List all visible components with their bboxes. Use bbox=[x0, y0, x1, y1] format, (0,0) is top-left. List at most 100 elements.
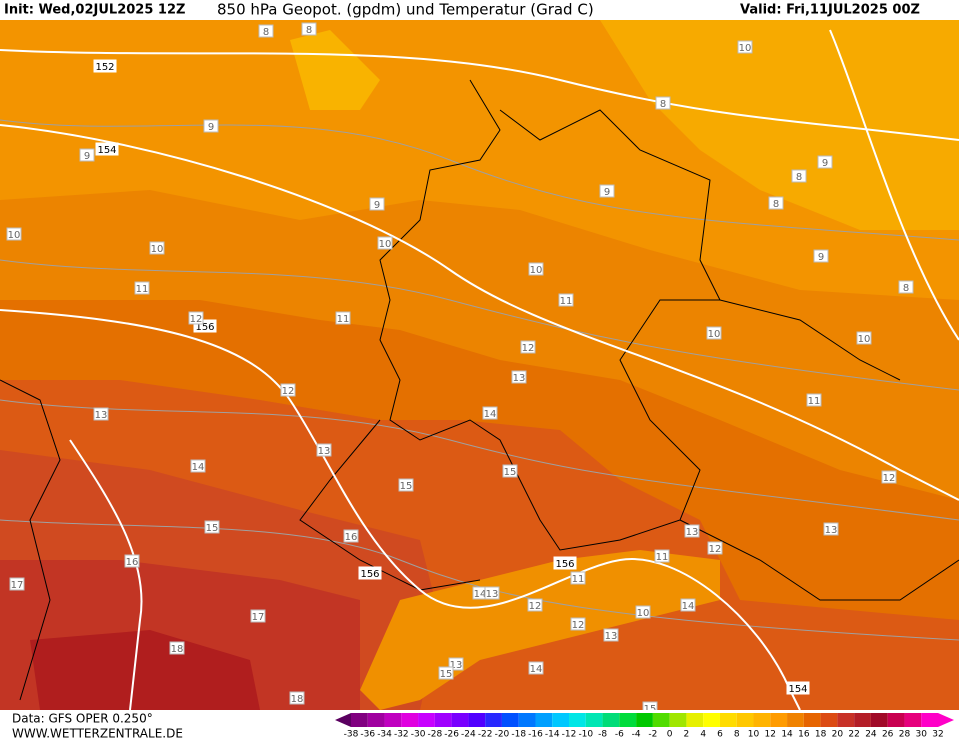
temperature-label-text: 14 bbox=[484, 409, 497, 420]
label-box bbox=[881, 470, 897, 484]
label-box bbox=[343, 529, 359, 543]
scale-label: -22 bbox=[478, 730, 493, 740]
scale-box bbox=[636, 713, 653, 727]
temperature-label-text: 13 bbox=[686, 527, 699, 538]
scale-label: 0 bbox=[667, 730, 673, 740]
label-box bbox=[190, 459, 206, 473]
temperature-label-text: 11 bbox=[136, 284, 149, 295]
scale-box bbox=[803, 713, 821, 727]
scale-label: 32 bbox=[932, 730, 943, 740]
scale-label: 6 bbox=[717, 730, 723, 740]
isotherm bbox=[0, 119, 959, 241]
temperature-label-text: 14 bbox=[474, 589, 487, 600]
label-box bbox=[635, 605, 651, 619]
temperature-label-text: 9 bbox=[84, 151, 90, 162]
scale-box bbox=[351, 713, 368, 727]
temperature-label: 9 bbox=[599, 184, 615, 198]
temperature-label: 13 bbox=[511, 370, 527, 384]
temperature-label-text: 10 bbox=[637, 608, 650, 619]
temperature-label: 13 bbox=[484, 586, 500, 600]
temperature-label: 15 bbox=[502, 464, 518, 478]
label-box bbox=[823, 522, 839, 536]
temperature-label: 14 bbox=[680, 598, 696, 612]
scale-label: -2 bbox=[648, 730, 657, 740]
scale-label: -10 bbox=[578, 730, 593, 740]
scale-label: -14 bbox=[545, 730, 560, 740]
temperature-label-text: 10 bbox=[739, 43, 752, 54]
temperature-label-text: 13 bbox=[318, 446, 331, 457]
scale-box bbox=[770, 713, 788, 727]
geopotential-label: 154 bbox=[95, 142, 119, 156]
scale-label: -16 bbox=[528, 730, 543, 740]
label-box bbox=[502, 464, 518, 478]
temperature-label: 9 bbox=[79, 148, 95, 162]
label-box bbox=[791, 169, 807, 183]
isotherm bbox=[0, 519, 959, 641]
label-box bbox=[301, 22, 317, 36]
label-box bbox=[528, 262, 544, 276]
label-box bbox=[768, 196, 784, 210]
temperature-label: 8 bbox=[791, 169, 807, 183]
temperature-label-text: 11 bbox=[808, 396, 821, 407]
temperature-label-text: 15 bbox=[644, 704, 657, 715]
scale-box bbox=[501, 713, 519, 727]
scale-label: -20 bbox=[495, 730, 510, 740]
scale-label: 8 bbox=[734, 730, 740, 740]
temperature-label: 14 bbox=[190, 459, 206, 473]
temperature-label: 8 bbox=[768, 196, 784, 210]
label-box bbox=[898, 280, 914, 294]
temperature-label-text: 13 bbox=[450, 660, 463, 671]
temperature-label: 11 bbox=[558, 293, 574, 307]
temperature-label: 13 bbox=[684, 524, 700, 538]
temperature-label: 14 bbox=[528, 661, 544, 675]
temperature-label: 13 bbox=[603, 628, 619, 642]
header-bar bbox=[0, 0, 959, 20]
scale-box bbox=[434, 713, 452, 727]
isotherm bbox=[0, 399, 959, 521]
temperature-label-text: 10 bbox=[708, 329, 721, 340]
scale-box bbox=[602, 713, 620, 727]
temperature-label: 10 bbox=[635, 605, 651, 619]
temperature-label: 12 bbox=[707, 541, 723, 555]
scale-box bbox=[401, 713, 419, 727]
temperature-label: 14 bbox=[482, 406, 498, 420]
temperature-label: 10 bbox=[706, 326, 722, 340]
scale-label: -28 bbox=[428, 730, 443, 740]
scale-label: -38 bbox=[344, 730, 359, 740]
temperature-label: 18 bbox=[289, 691, 305, 705]
label-box bbox=[95, 142, 119, 156]
scale-box bbox=[736, 713, 754, 727]
label-box bbox=[398, 478, 414, 492]
temperature-label: 11 bbox=[806, 393, 822, 407]
scale-label: -34 bbox=[377, 730, 392, 740]
scale-label: -4 bbox=[632, 730, 641, 740]
scale-label: 4 bbox=[700, 730, 706, 740]
temperature-label-text: 18 bbox=[291, 694, 304, 705]
temperature-label-text: 9 bbox=[374, 200, 380, 211]
scale-label: 14 bbox=[781, 730, 793, 740]
valid-time: Valid: Fri,11JUL2025 00Z bbox=[740, 3, 920, 18]
contour-labels: 152 154 156 156 156 154 8 8 10 8 9 9 9 8 8 9 9 10 10 10 10 9 8… bbox=[6, 22, 914, 715]
scale-box bbox=[820, 713, 838, 727]
scale-box bbox=[703, 713, 720, 727]
geopotential-label: 152 bbox=[93, 59, 117, 73]
color-scale: -38 -36 -34 -32 -30 -28 -26 -24 -22 -20 -18 -16 -14-… bbox=[335, 713, 954, 740]
temperature-label: 16 bbox=[124, 554, 140, 568]
scale-label: -30 bbox=[411, 730, 426, 740]
label-box bbox=[6, 227, 22, 241]
temperature-label-text: 15 bbox=[400, 481, 413, 492]
temperature-label: 8 bbox=[898, 280, 914, 294]
label-box bbox=[654, 549, 670, 563]
temperature-label-text: 8 bbox=[773, 199, 779, 210]
temperature-label: 9 bbox=[203, 119, 219, 133]
scale-box bbox=[367, 713, 385, 727]
temperature-label: 9 bbox=[813, 249, 829, 263]
temperature-label: 12 bbox=[280, 383, 296, 397]
scale-box bbox=[854, 713, 871, 727]
scale-box bbox=[418, 713, 435, 727]
label-box bbox=[169, 641, 185, 655]
scale-label: -8 bbox=[598, 730, 607, 740]
scale-label: -36 bbox=[360, 730, 375, 740]
temperature-label-text: 13 bbox=[825, 525, 838, 536]
scale-box bbox=[485, 713, 502, 727]
